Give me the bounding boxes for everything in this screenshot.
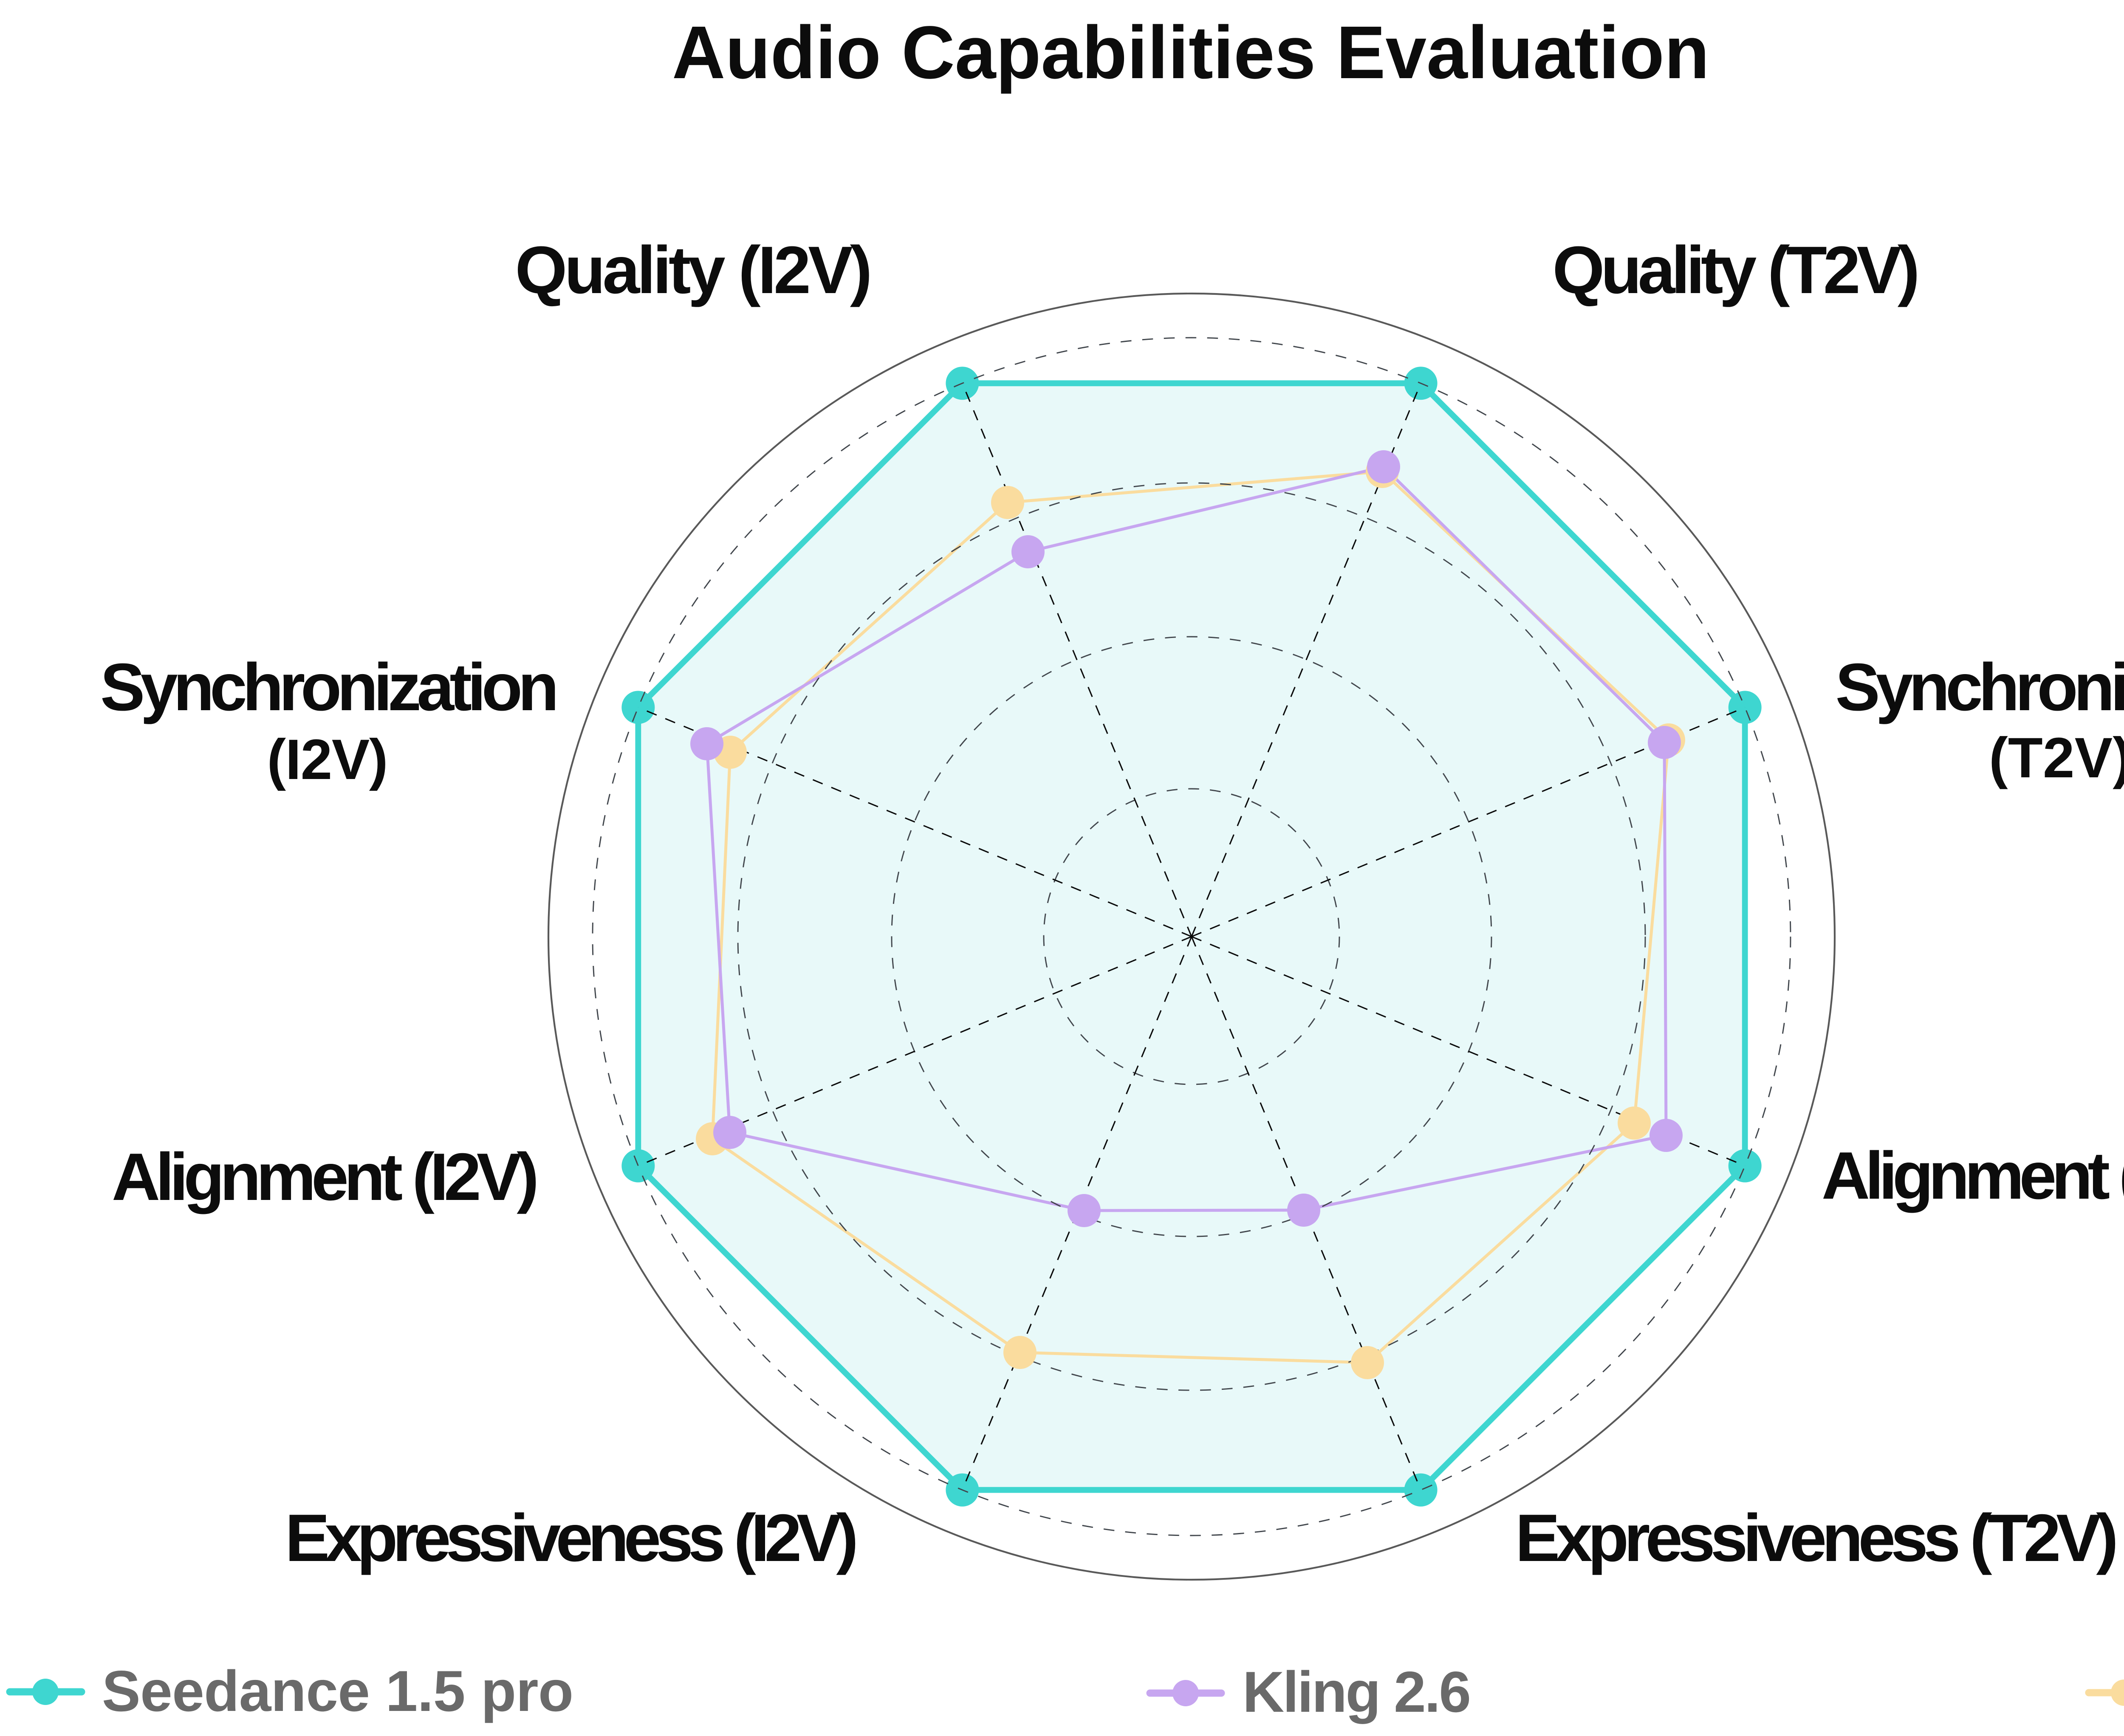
svg-text:Kling 2.6: Kling 2.6 xyxy=(1243,1660,1471,1724)
svg-text:Expressiveness (I2V): Expressiveness (I2V) xyxy=(285,1501,859,1575)
svg-text:Expressiveness (T2V): Expressiveness (T2V) xyxy=(1515,1501,2118,1575)
svg-text:(I2V): (I2V) xyxy=(267,728,388,791)
svg-text:Quality (I2V): Quality (I2V) xyxy=(515,233,873,308)
svg-text:Alignment (T2V): Alignment (T2V) xyxy=(1822,1138,2124,1213)
svg-text:Seedance 1.5 pro: Seedance 1.5 pro xyxy=(102,1659,573,1723)
svg-text:(T2V): (T2V) xyxy=(1989,726,2124,790)
svg-text:Synchronization: Synchronization xyxy=(100,650,559,725)
svg-text:Quality (T2V): Quality (T2V) xyxy=(1553,233,1920,308)
svg-text:Audio Capabilities Evaluation: Audio Capabilities Evaluation xyxy=(672,11,1709,94)
svg-text:Alignment (I2V): Alignment (I2V) xyxy=(112,1140,539,1214)
svg-text:Synchronization: Synchronization xyxy=(1836,650,2124,725)
